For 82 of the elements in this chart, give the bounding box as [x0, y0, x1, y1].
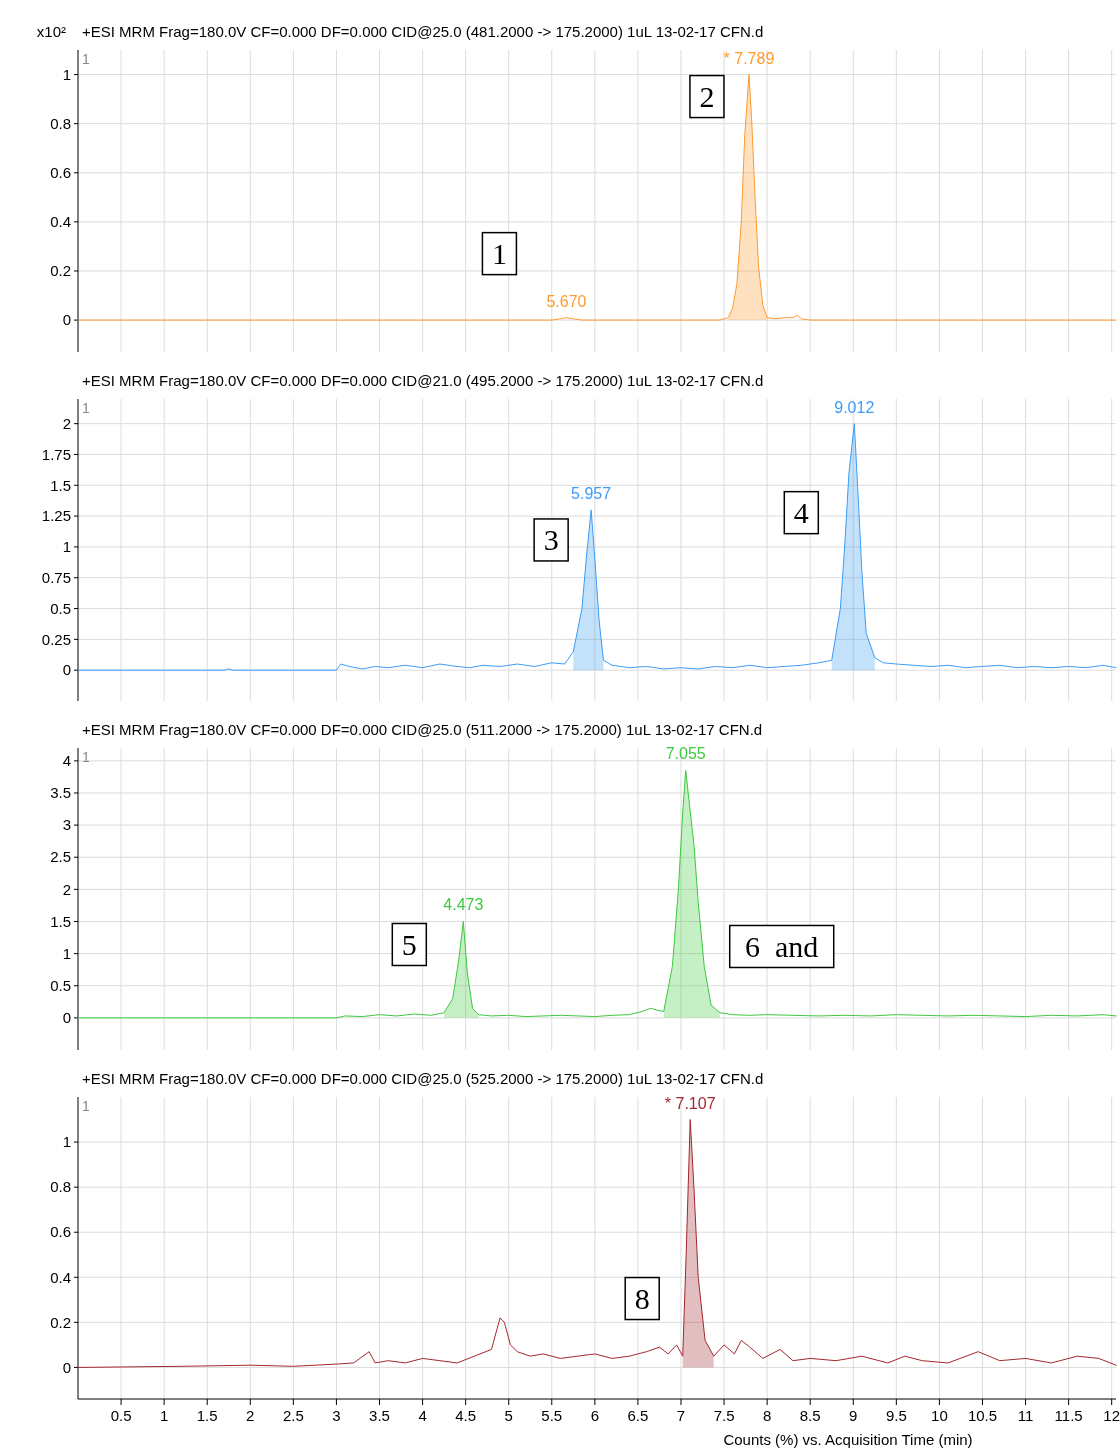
annotation: * 7.789 — [723, 49, 775, 67]
x-tick-label: 11.5 — [1054, 1407, 1083, 1424]
y-tick-label: 0 — [62, 1358, 71, 1376]
annotation: 9.012 — [834, 398, 875, 416]
x-tick-label: 0.5 — [110, 1407, 132, 1424]
y-tick-label: 4 — [62, 752, 71, 770]
y-tick-label: 0 — [62, 661, 71, 679]
x-tick-label: 10.5 — [967, 1407, 998, 1424]
x-tick-label: 5.5 — [541, 1407, 563, 1424]
y-tick-label: 0.4 — [50, 1268, 71, 1286]
line-series — [77, 74, 1117, 321]
y-tick-label: 1.25 — [41, 507, 71, 525]
y-tick-label: 0.5 — [50, 976, 71, 994]
x-tick-label: 8.5 — [799, 1407, 821, 1424]
y-tick-label: 0.8 — [50, 1178, 71, 1196]
y-tick-label: 0.75 — [41, 568, 71, 586]
y-tick-label: 2.5 — [50, 848, 71, 866]
x-tick-label: 8 — [762, 1407, 772, 1424]
annotation: 5 — [401, 927, 417, 961]
chart-title: +ESI MRM Frag=180.0V CF=0.000 DF=0.000 CID@25.0 (525.2000 -> 175.2000) 1uL 13-02-17 CFN.d — [82, 1070, 764, 1087]
x-tick-label: 6.5 — [627, 1407, 649, 1424]
annotation: 1 — [82, 51, 90, 67]
annotation: 2 — [699, 80, 715, 114]
y-tick-label: 1 — [62, 944, 71, 962]
y-tick-label: 0.8 — [50, 114, 71, 132]
x-tick-label: 11 — [1017, 1407, 1034, 1424]
chart-title: +ESI MRM Frag=180.0V CF=0.000 DF=0.000 CID@25.0 (481.2000 -> 175.2000) 1uL 13-02-17 CFN.d — [82, 23, 764, 40]
annotation: 1 — [82, 400, 90, 416]
y-tick-label: 1 — [62, 1133, 71, 1151]
x-tick-label: 7.5 — [713, 1407, 735, 1424]
annotation: 4.473 — [443, 896, 484, 914]
line-series — [77, 423, 1117, 671]
x-tick-label: 9.5 — [885, 1407, 907, 1424]
y-tick-label: 0.25 — [41, 630, 71, 648]
x-tick-label: 2 — [246, 1407, 255, 1424]
annotation: 1 — [82, 749, 90, 765]
y-tick-label: 1.5 — [50, 912, 71, 930]
chart-title: +ESI MRM Frag=180.0V CF=0.000 DF=0.000 CID@25.0 (511.2000 -> 175.2000) 1uL 13-02-17 CFN.d — [82, 721, 763, 738]
y-tick-label: 1.5 — [50, 476, 71, 494]
x-tick-label: 2.5 — [282, 1407, 304, 1424]
y-tick-label: 0 — [62, 1009, 71, 1027]
annotation: 1 — [82, 1098, 90, 1114]
y-tick-label: 1 — [62, 538, 71, 556]
chart-title: +ESI MRM Frag=180.0V CF=0.000 DF=0.000 CID@21.0 (495.2000 -> 175.2000) 1uL 13-02-17 CFN.d — [82, 372, 764, 389]
y-tick-label: 1 — [62, 65, 71, 83]
annotation: 5.957 — [571, 484, 612, 502]
annotation: 1 — [491, 237, 507, 271]
x-tick-label: 4 — [418, 1407, 427, 1424]
x-tick-label: 12 — [1103, 1407, 1120, 1424]
annotation: 4 — [793, 496, 809, 530]
x-tick-label: 5 — [504, 1407, 513, 1424]
y-tick-label: 0.5 — [50, 599, 71, 617]
y-tick-label: 0.6 — [50, 1223, 71, 1241]
y-tick-label: 0.6 — [50, 164, 71, 182]
x-tick-label: 3 — [332, 1407, 341, 1424]
x-tick-label: 3.5 — [369, 1407, 390, 1424]
x-tick-label: 9 — [849, 1407, 858, 1424]
annotation: 8 — [634, 1282, 650, 1316]
x-tick-label: 10 — [931, 1407, 948, 1424]
x-tick-label: 1.5 — [196, 1407, 218, 1424]
y-tick-label: 0.2 — [50, 1313, 71, 1331]
annotation: 7.055 — [665, 745, 706, 763]
y-tick-label: 2 — [62, 414, 71, 432]
annotation: 6 and — [745, 929, 819, 963]
line-series — [77, 769, 1117, 1019]
annotation: 5.670 — [546, 292, 587, 310]
y-tick-label: 3 — [62, 816, 71, 834]
y-tick-label: 0.2 — [50, 262, 71, 280]
y-axis-title: x10² — [36, 23, 66, 40]
annotation: 3 — [543, 523, 559, 557]
x-tick-label: 1 — [159, 1407, 169, 1424]
annotation: * 7.107 — [664, 1094, 716, 1112]
x-tick-label: 7 — [676, 1407, 686, 1424]
y-tick-label: 2 — [62, 880, 71, 898]
y-tick-label: 1.75 — [41, 445, 71, 463]
x-axis-title: Counts (%) vs. Acquisition Time (min) — [723, 1431, 973, 1448]
y-tick-label: 0 — [62, 311, 71, 329]
y-tick-label: 0.4 — [50, 213, 71, 231]
x-tick-label: 4.5 — [455, 1407, 477, 1424]
y-tick-label: 3.5 — [50, 784, 71, 802]
x-tick-label: 6 — [590, 1407, 600, 1424]
line-series — [77, 1119, 1117, 1368]
